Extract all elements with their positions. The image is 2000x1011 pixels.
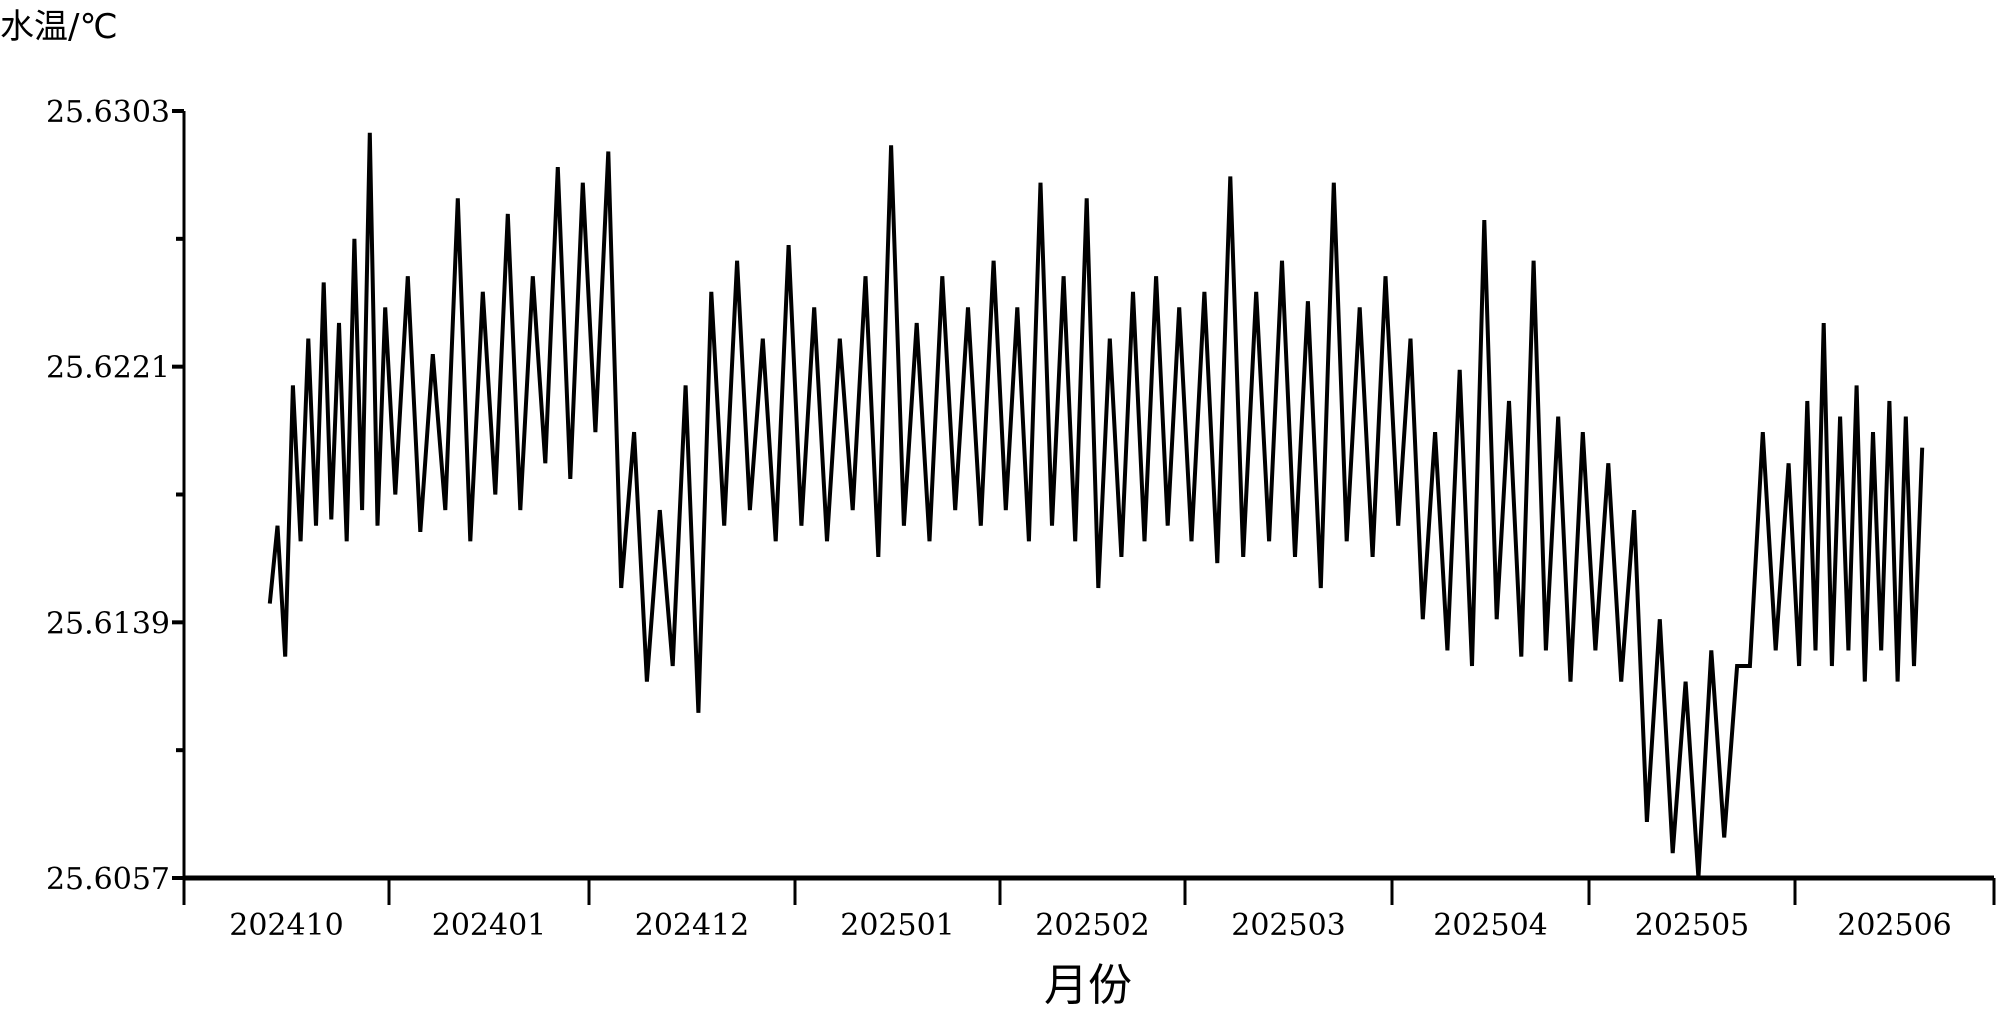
axes: 25.6303 25.6221 25.6139 25.6057 202410 202401… bbox=[46, 95, 1996, 943]
x-tick-label: 202501 bbox=[840, 908, 955, 943]
x-tick-label: 202506 bbox=[1837, 908, 1952, 943]
x-tick-label: 202412 bbox=[635, 908, 750, 943]
x-axis-title: 月份 bbox=[1044, 960, 1132, 1011]
x-tick-label: 202504 bbox=[1433, 908, 1548, 943]
y-axis-title: 水温/℃ bbox=[0, 7, 118, 47]
y-tick-label: 25.6303 bbox=[46, 95, 170, 130]
x-tick-label: 202401 bbox=[432, 908, 547, 943]
series-line bbox=[267, 132, 1925, 879]
plot-area bbox=[267, 132, 1925, 879]
x-tick-label: 202503 bbox=[1231, 908, 1346, 943]
y-tick-label: 25.6139 bbox=[46, 606, 170, 641]
x-tick-label: 202502 bbox=[1035, 908, 1150, 943]
y-tick-label: 25.6221 bbox=[46, 351, 170, 386]
y-tick-label: 25.6057 bbox=[46, 862, 170, 897]
x-tick-label: 202410 bbox=[229, 908, 344, 943]
x-tick-label: 202505 bbox=[1635, 908, 1750, 943]
